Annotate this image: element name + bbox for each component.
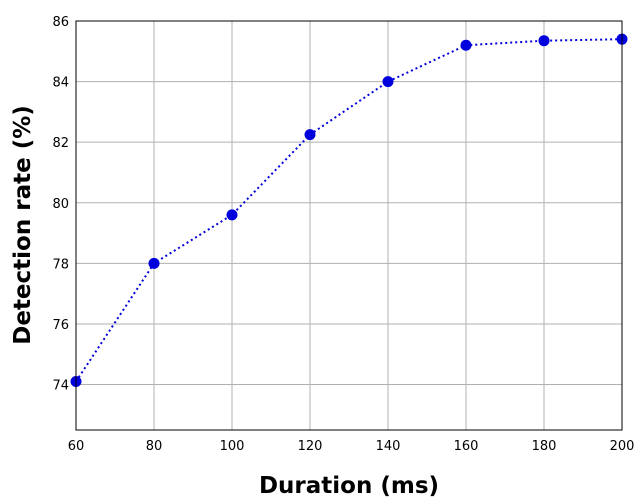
data-point-0-6	[538, 35, 550, 47]
y-tick-label-2: 78	[52, 257, 69, 272]
x-tick-label-6: 180	[532, 439, 557, 454]
y-tick-labels: 74 76 78 80 82 84 86	[52, 15, 69, 394]
y-tick-label-0: 74	[52, 379, 69, 394]
data-point-0-4	[382, 76, 394, 88]
y-tick-label-5: 84	[52, 76, 69, 91]
x-tick-label-3: 120	[298, 439, 323, 454]
x-tick-label-5: 160	[454, 439, 479, 454]
x-axis-title: Duration (ms)	[259, 473, 439, 499]
y-axis-title: Detection rate (%)	[10, 105, 36, 345]
x-tick-label-0: 60	[68, 439, 85, 454]
x-tick-labels: 60 80 100 120 140 160 180 200	[68, 439, 635, 454]
y-tick-label-1: 76	[52, 318, 69, 333]
series-line-0	[75, 38, 623, 383]
plot-frame	[75, 20, 623, 431]
x-tick-label-2: 100	[220, 439, 245, 454]
x-tick-label-7: 200	[610, 439, 635, 454]
y-tick-label-4: 82	[52, 136, 69, 151]
data-point-0-1	[148, 257, 160, 269]
y-tick-label-6: 86	[52, 15, 69, 30]
x-tick-label-1: 80	[146, 439, 163, 454]
series-layer	[70, 33, 628, 388]
grid	[75, 20, 623, 430]
data-point-0-3	[304, 129, 316, 141]
x-tick-label-4: 140	[376, 439, 401, 454]
data-point-0-5	[460, 39, 472, 51]
data-point-0-2	[226, 209, 238, 221]
y-tick-label-3: 80	[52, 197, 69, 212]
